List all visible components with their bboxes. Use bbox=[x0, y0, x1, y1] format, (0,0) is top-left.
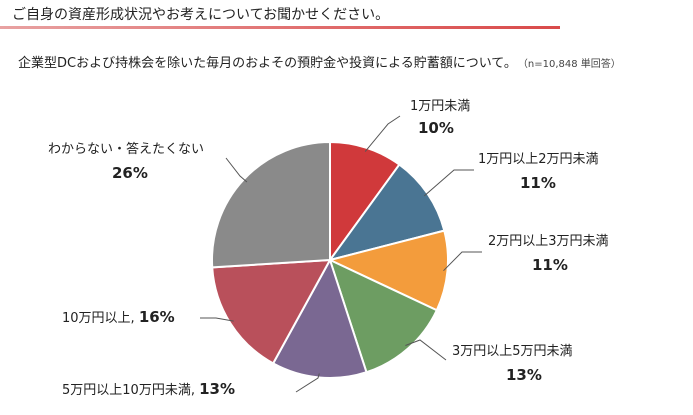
question-underline bbox=[0, 26, 560, 29]
slice-label: 1万円以上2万円未満 bbox=[478, 152, 599, 167]
slice-value-label: 10% bbox=[418, 119, 454, 137]
pie-slice bbox=[329, 140, 401, 264]
question-title: ご自身の資産形成状況やお考えについてお聞かせください。 bbox=[12, 7, 390, 23]
slice-label: 1万円未満 bbox=[410, 99, 470, 114]
slice-value-label: 13% bbox=[506, 366, 542, 384]
pie-slices bbox=[211, 140, 449, 379]
slice-value-label: 26% bbox=[112, 164, 148, 182]
leader-line bbox=[200, 317, 234, 322]
slice-value-label: 11% bbox=[520, 174, 556, 192]
slice-label: わからない・答えたくない bbox=[48, 141, 204, 157]
pie-slice bbox=[211, 140, 331, 269]
slice-label: 3万円以上5万円未満 bbox=[452, 344, 573, 359]
slice-label: 5万円以上10万円未満, 13% bbox=[62, 380, 235, 398]
slice-label: 2万円以上3万円未満 bbox=[488, 234, 609, 249]
slice-label: 10万円以上, 16% bbox=[62, 308, 175, 326]
slice-value-label: 16% bbox=[139, 308, 175, 326]
leader-line bbox=[443, 251, 482, 272]
pie-slice bbox=[271, 257, 368, 379]
leader-line bbox=[405, 339, 447, 361]
slice-value-label: 13% bbox=[199, 380, 235, 398]
sample-size-note: （n=10,848 単回答） bbox=[522, 59, 621, 70]
leader-line bbox=[364, 115, 401, 152]
sub-question-text: 企業型DCおよび持株会を除いた毎月のおよその預貯金や投資による貯蓄額について。 bbox=[18, 56, 517, 71]
leader-lines bbox=[200, 115, 482, 393]
question-header: ご自身の資産形成状況やお考えについてお聞かせください。 bbox=[0, 0, 560, 29]
leader-line bbox=[295, 373, 320, 393]
pie-slice bbox=[211, 258, 332, 365]
pie-slice bbox=[327, 229, 449, 312]
slice-value-label: 11% bbox=[532, 256, 568, 274]
slice-labels: 1万円未満 10% 1万円以上2万円未満 11% 2万円以上3万円未満 11% 3万円以上5… bbox=[48, 99, 609, 398]
leader-line bbox=[225, 157, 248, 183]
sub-question: 企業型DCおよび持株会を除いた毎月のおよその預貯金や投資による貯蓄額について。 （… bbox=[18, 52, 621, 71]
leader-line bbox=[423, 169, 474, 197]
